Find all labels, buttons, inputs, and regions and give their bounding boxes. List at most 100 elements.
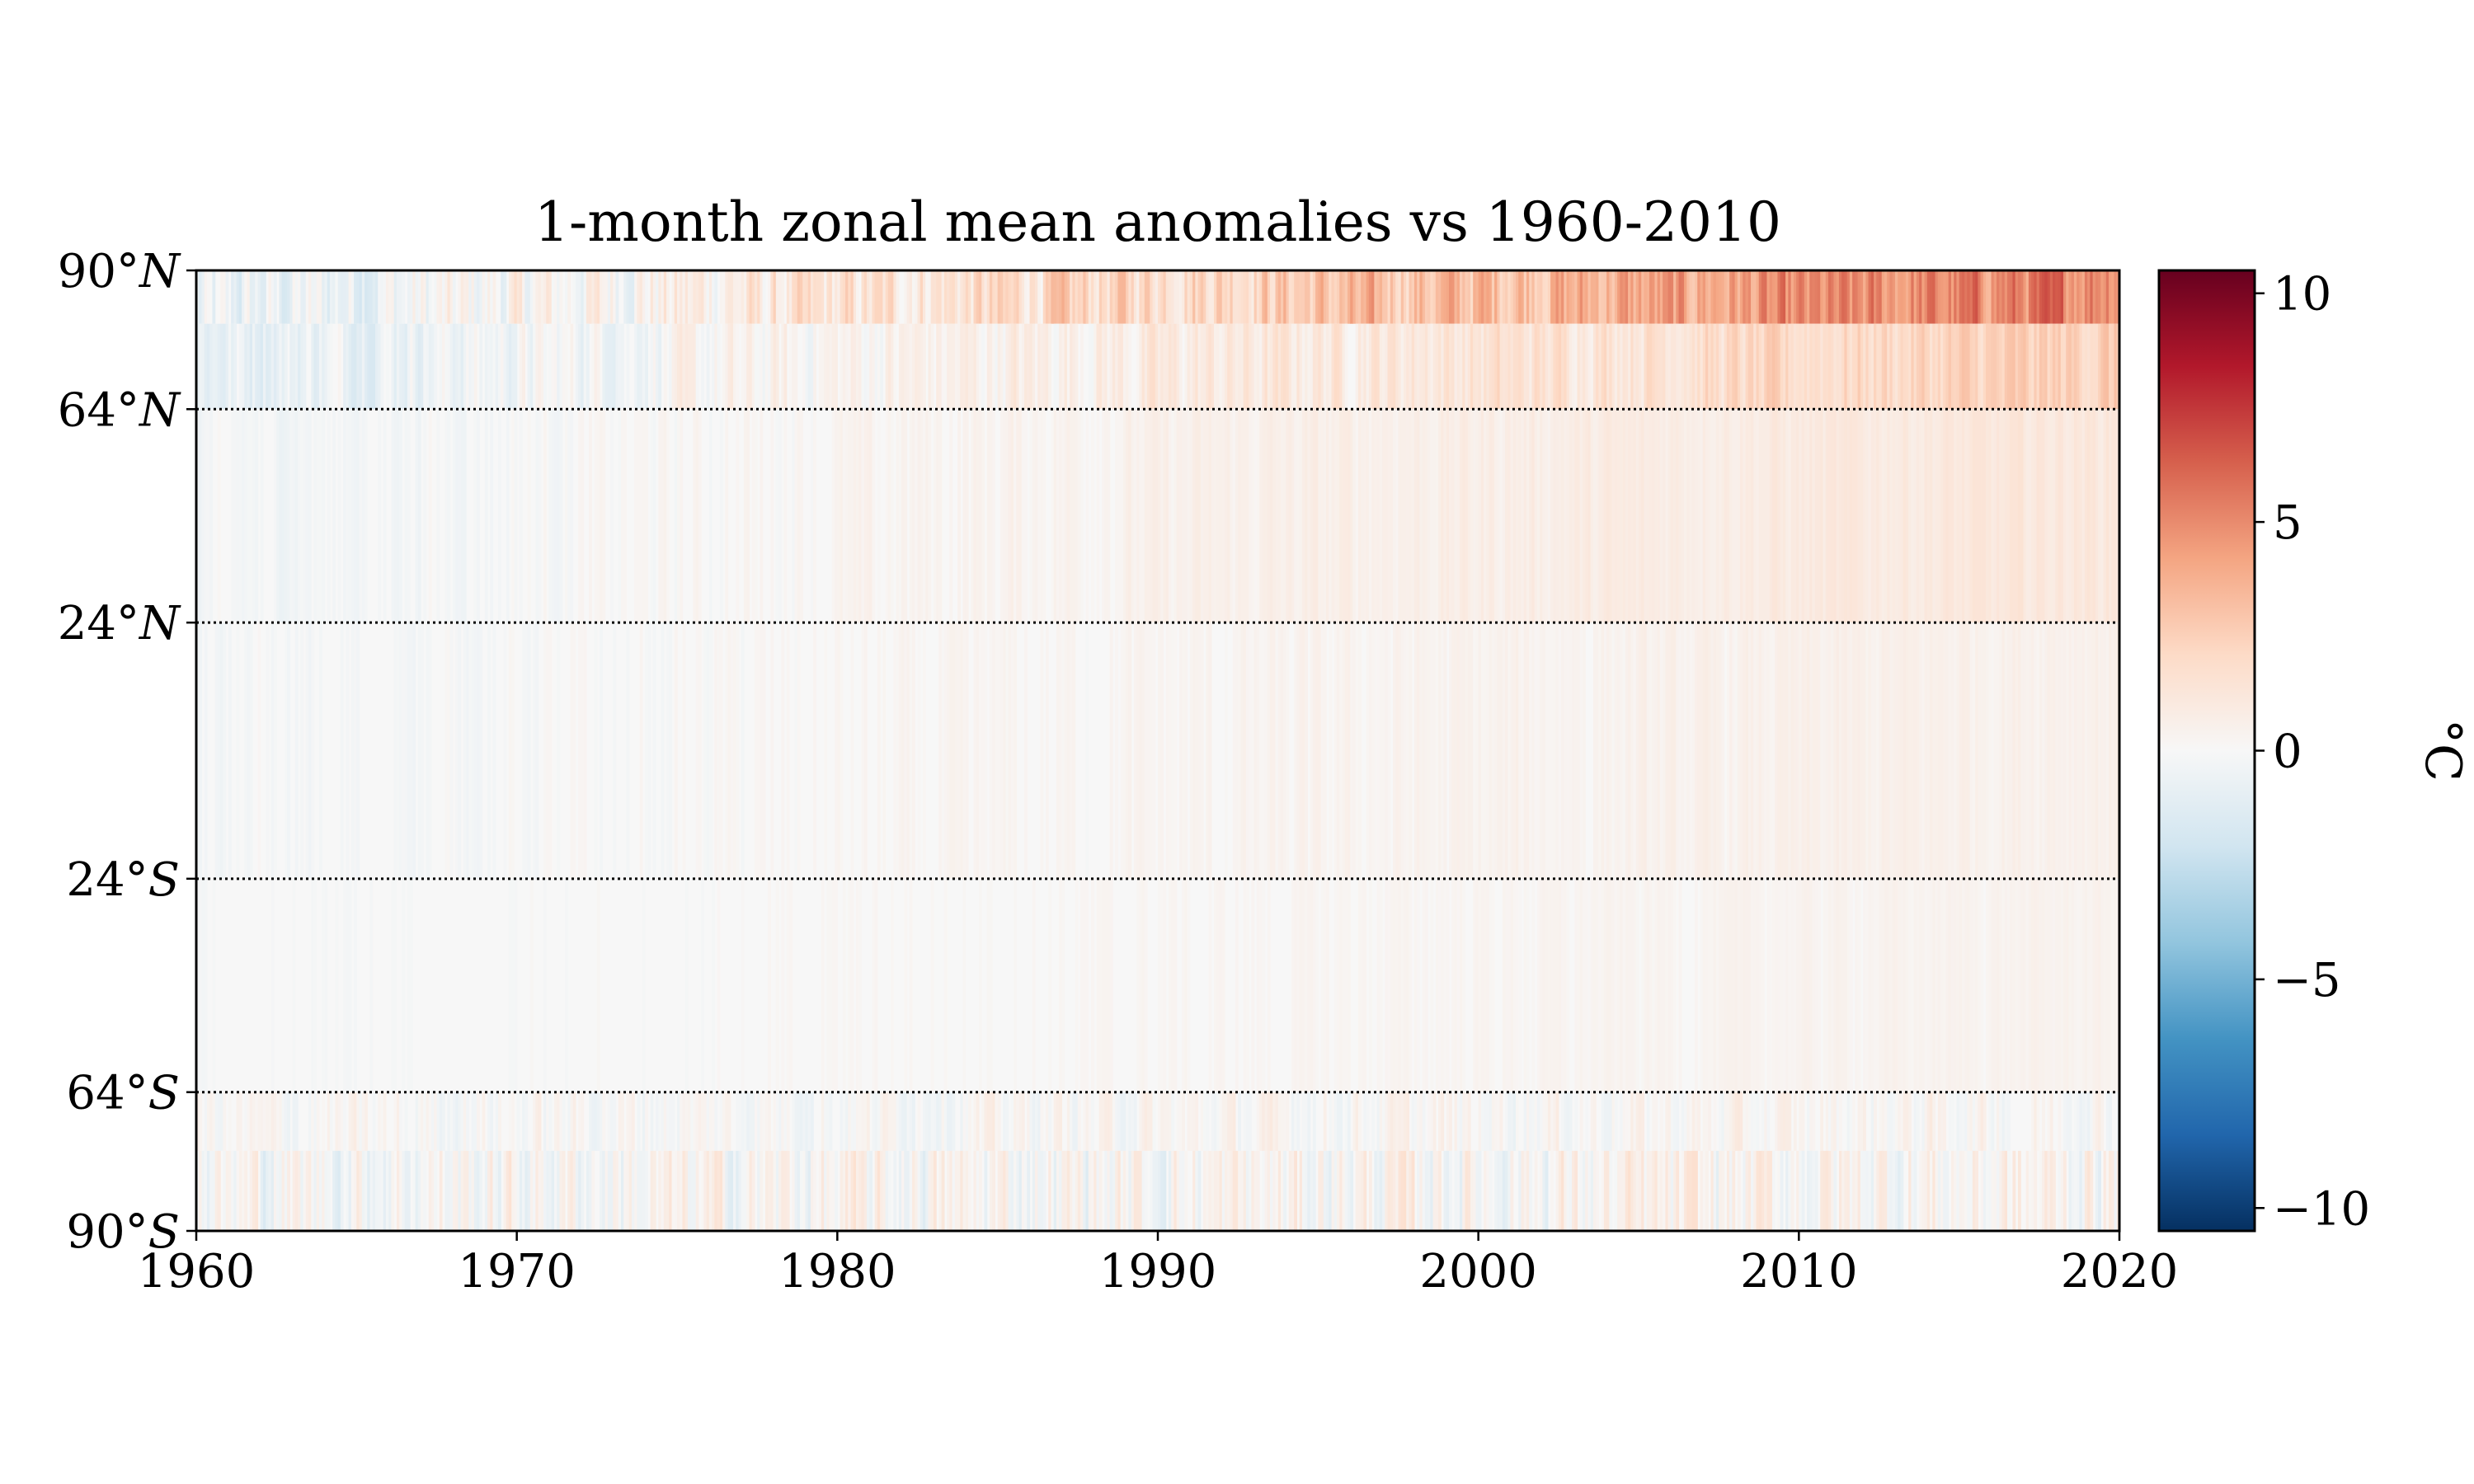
heatmap-cell	[2031, 323, 2034, 410]
heatmap-cell	[1924, 270, 1928, 324]
heatmap-cell	[441, 323, 445, 410]
heatmap-cell	[1596, 622, 1600, 879]
heatmap-cell	[1357, 622, 1362, 879]
heatmap-cell	[1361, 1150, 1364, 1231]
heatmap-cell	[1417, 1092, 1421, 1151]
heatmap-cell	[1331, 1092, 1335, 1151]
heatmap-cell	[2092, 1092, 2096, 1151]
heatmap-cell	[1777, 1092, 1781, 1151]
heatmap-cell	[693, 270, 697, 324]
heatmap-cell	[289, 270, 294, 324]
heatmap-cell	[1956, 270, 1960, 324]
heatmap-cell	[909, 878, 913, 1092]
heatmap-cell	[1756, 409, 1760, 623]
heatmap-cell	[999, 270, 1004, 324]
heatmap-cell	[407, 323, 411, 410]
heatmap-cell	[1729, 1092, 1733, 1151]
heatmap-cell	[2060, 409, 2064, 623]
heatmap-cell	[725, 323, 729, 410]
heatmap-cell	[1277, 409, 1282, 623]
heatmap-cell	[671, 323, 675, 410]
heatmap-cell	[1160, 878, 1164, 1092]
heatmap-cell	[581, 622, 585, 879]
heatmap-cell	[1406, 1092, 1410, 1151]
heatmap-cell	[1879, 1092, 1883, 1151]
heatmap-cell	[350, 622, 355, 879]
heatmap-cell	[1838, 270, 1842, 324]
heatmap-cell	[1978, 622, 1982, 879]
heatmap-cell	[1961, 323, 1965, 410]
heatmap-cell	[1689, 1150, 1693, 1231]
heatmap-cell	[1275, 270, 1279, 324]
heatmap-cell	[477, 1150, 480, 1231]
heatmap-cell	[1091, 1092, 1094, 1151]
heatmap-cell	[1857, 270, 1861, 324]
heatmap-cell	[1587, 878, 1592, 1092]
x-tick-label: 2000	[1419, 1245, 1537, 1298]
heatmap-cell	[725, 622, 729, 879]
heatmap-cell	[1579, 1092, 1583, 1151]
heatmap-cell	[807, 1092, 811, 1151]
heatmap-cell	[1510, 1092, 1514, 1151]
heatmap-cell	[1136, 409, 1140, 623]
heatmap-cell	[404, 323, 408, 410]
heatmap-cell	[1545, 1150, 1549, 1231]
heatmap-cell	[1329, 622, 1333, 879]
heatmap-cell	[426, 323, 430, 410]
heatmap-cell	[1924, 1150, 1928, 1231]
heatmap-cell	[1344, 1092, 1348, 1151]
heatmap-cell	[1288, 270, 1292, 324]
heatmap-cell	[1510, 878, 1514, 1092]
heatmap-cell	[1743, 878, 1747, 1092]
heatmap-cell	[1969, 878, 1973, 1092]
heatmap-cell	[736, 1150, 740, 1231]
heatmap-cell	[322, 878, 326, 1092]
heatmap-cell	[1542, 878, 1546, 1092]
heatmap-cell	[1296, 409, 1300, 623]
heatmap-cell	[1253, 270, 1258, 324]
heatmap-cell	[1950, 409, 1954, 623]
heatmap-cell	[1860, 622, 1864, 879]
heatmap-cell	[1959, 1092, 1963, 1151]
heatmap-cell	[1411, 323, 1415, 410]
heatmap-cell	[1849, 323, 1853, 410]
heatmap-cell	[324, 323, 328, 410]
heatmap-cell	[1374, 409, 1378, 623]
heatmap-cell	[586, 1150, 590, 1231]
heatmap-cell	[976, 622, 980, 879]
heatmap-cell	[2058, 1092, 2062, 1151]
heatmap-cell	[1456, 622, 1460, 879]
heatmap-cell	[1115, 622, 1119, 879]
heatmap-cell	[896, 270, 900, 324]
heatmap-cell	[1315, 323, 1319, 410]
heatmap-cell	[1919, 1150, 1922, 1231]
heatmap-cell	[1751, 622, 1754, 879]
heatmap-cell	[1796, 622, 1799, 879]
heatmap-cell	[712, 878, 715, 1092]
heatmap-cell	[652, 409, 656, 623]
heatmap-cell	[1141, 270, 1145, 324]
heatmap-cell	[1705, 323, 1709, 410]
heatmap-cell	[1112, 1150, 1116, 1231]
heatmap-cell	[359, 1150, 363, 1231]
heatmap-cell	[1545, 622, 1549, 879]
heatmap-cell	[906, 323, 910, 410]
heatmap-cell	[578, 1150, 581, 1231]
heatmap-cell	[1937, 622, 1941, 879]
heatmap-cell	[2001, 409, 2006, 623]
heatmap-cell	[1606, 878, 1610, 1092]
heatmap-cell	[1924, 1092, 1928, 1151]
heatmap-cell	[1905, 323, 1909, 410]
heatmap-cell	[1342, 409, 1346, 623]
heatmap-cell	[1526, 1092, 1530, 1151]
heatmap-cell	[943, 323, 948, 410]
heatmap-cell	[1395, 409, 1399, 623]
heatmap-cell	[943, 622, 948, 879]
heatmap-cell	[1256, 270, 1260, 324]
heatmap-cell	[1630, 409, 1634, 623]
heatmap-cell	[346, 878, 350, 1092]
heatmap-cell	[1192, 622, 1196, 879]
heatmap-cell	[1945, 323, 1950, 410]
heatmap-cell	[396, 323, 400, 410]
heatmap-cell	[1628, 323, 1631, 410]
